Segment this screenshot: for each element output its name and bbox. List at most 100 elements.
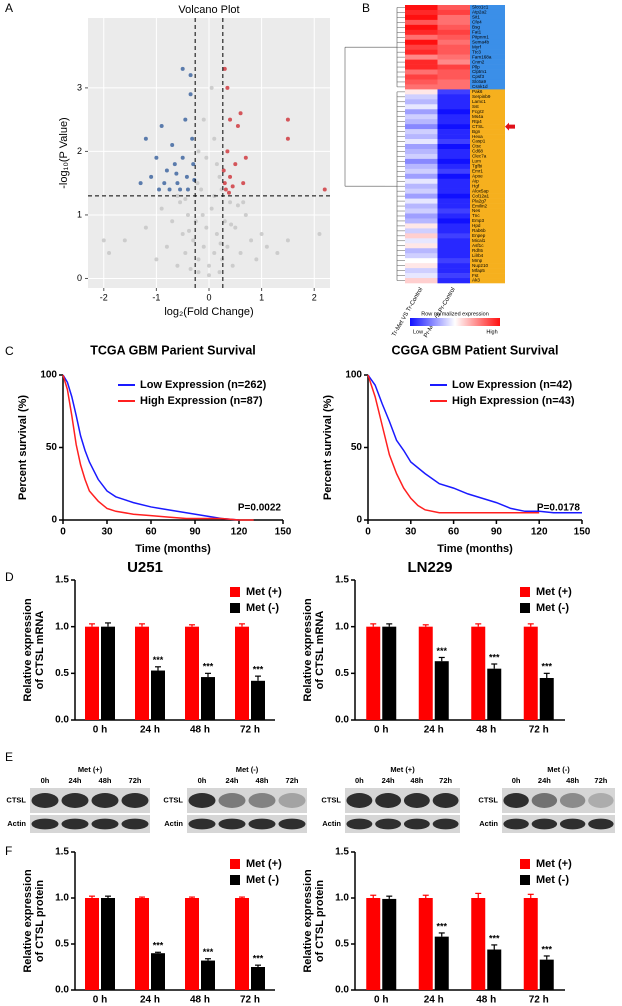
group-bar bbox=[470, 69, 505, 75]
gene-label: Mical1 bbox=[472, 238, 486, 243]
point bbox=[214, 162, 219, 167]
blot-lane-label: 72h bbox=[286, 776, 299, 785]
x-tick-label: 0 bbox=[365, 527, 371, 538]
blot-band bbox=[588, 793, 614, 808]
gene-label: Ak3 bbox=[472, 278, 480, 283]
gene-label: Slc6a9 bbox=[472, 79, 486, 84]
heatmap-cell bbox=[405, 253, 438, 259]
blot-band bbox=[375, 818, 402, 830]
group-bar bbox=[470, 29, 505, 36]
heatmap-cell bbox=[405, 198, 438, 204]
heatmap-cell bbox=[437, 104, 470, 110]
blot-lane-label: 24h bbox=[538, 776, 551, 785]
bar bbox=[235, 898, 249, 990]
heatmap-cell bbox=[437, 29, 470, 36]
bar bbox=[135, 898, 149, 990]
heatmap-cell bbox=[405, 19, 438, 26]
chart-title: Volcano Plot bbox=[178, 4, 239, 16]
heatmap-cell bbox=[437, 119, 470, 125]
legend-swatch bbox=[230, 859, 240, 869]
heatmap-cell bbox=[437, 94, 470, 100]
bar bbox=[101, 898, 115, 990]
x-tick-label: 60 bbox=[448, 527, 460, 538]
x-axis-label: Time (months) bbox=[437, 543, 513, 555]
y-tick-label: 1.5 bbox=[55, 847, 69, 858]
heatmap-cell bbox=[405, 134, 438, 140]
x-tick-label: 48 h bbox=[476, 725, 496, 736]
gene-label: Mfap5 bbox=[472, 268, 485, 273]
point bbox=[220, 257, 225, 262]
blot-lane-label: 48h bbox=[566, 776, 579, 785]
legend-label: Met (-) bbox=[246, 602, 279, 614]
point bbox=[230, 184, 235, 189]
blot-lane-label: 72h bbox=[129, 776, 142, 785]
panel-label: A bbox=[5, 1, 13, 15]
point bbox=[183, 197, 188, 202]
gene-label: Lamc1 bbox=[472, 99, 486, 104]
group-bar bbox=[470, 208, 505, 214]
point bbox=[187, 228, 192, 233]
heatmap-cell bbox=[405, 258, 438, 264]
point bbox=[207, 273, 211, 278]
group-bar bbox=[470, 89, 505, 95]
x-axis-label: Time (months) bbox=[135, 543, 211, 555]
heatmap-cell bbox=[437, 99, 470, 105]
x-tick-label: 150 bbox=[574, 527, 591, 538]
y-axis-label: -log₁₀(P Value) bbox=[58, 117, 70, 188]
bar bbox=[151, 953, 165, 990]
gene-label: Bgn bbox=[472, 129, 481, 134]
heatmap-cell bbox=[437, 148, 470, 155]
group-bar bbox=[470, 158, 505, 165]
heatmap-cell bbox=[437, 173, 470, 180]
point bbox=[275, 251, 280, 256]
blot-band bbox=[278, 818, 306, 830]
bar bbox=[382, 898, 397, 990]
blot-group-label: Met (+) bbox=[390, 765, 415, 774]
point bbox=[209, 85, 214, 90]
point bbox=[201, 244, 206, 249]
heatmap-cell bbox=[405, 153, 438, 160]
gene-label: Hpd bbox=[472, 223, 481, 228]
p-value: P=0.0178 bbox=[537, 503, 581, 514]
y-axis-label: Percent survival (%) bbox=[17, 395, 29, 500]
significance-label: *** bbox=[541, 944, 552, 954]
group-bar bbox=[470, 109, 505, 115]
group-bar bbox=[470, 193, 505, 199]
heatmap-cell bbox=[405, 49, 438, 55]
point bbox=[180, 155, 185, 160]
point bbox=[101, 238, 106, 243]
heatmap-cell bbox=[405, 273, 438, 279]
heatmap-cell bbox=[405, 158, 438, 165]
heatmap-cell bbox=[437, 183, 470, 189]
gene-label: Sit1 bbox=[472, 15, 480, 20]
x-tick-label: -1 bbox=[152, 292, 160, 302]
significance-label: *** bbox=[203, 947, 214, 957]
y-tick-label: 0.5 bbox=[55, 668, 69, 679]
survival-curve bbox=[367, 374, 540, 514]
heatmap-cell bbox=[405, 144, 438, 150]
x-tick-label: 150 bbox=[275, 527, 292, 538]
blot-band bbox=[559, 793, 586, 808]
heatmap-cell bbox=[405, 9, 438, 16]
significance-label: *** bbox=[253, 954, 264, 964]
legend-label: Low Expression (n=262) bbox=[140, 379, 267, 391]
group-bar bbox=[470, 278, 505, 284]
group-bar bbox=[470, 54, 505, 60]
heatmap-cell bbox=[405, 139, 438, 145]
heatmap-cell bbox=[437, 9, 470, 16]
blot-band bbox=[91, 818, 119, 830]
point bbox=[191, 162, 196, 167]
x-tick-label: 0 bbox=[206, 292, 211, 302]
legend-label: Met (-) bbox=[246, 874, 279, 886]
bar bbox=[185, 626, 199, 720]
blot-band bbox=[503, 793, 529, 808]
highlight-arrow bbox=[505, 122, 515, 131]
blot-row-label: Actin bbox=[479, 819, 498, 828]
heatmap-cell bbox=[437, 238, 470, 244]
x-tick-label: 0 bbox=[60, 527, 66, 538]
heatmap-cell bbox=[405, 218, 438, 224]
heatmap-cell bbox=[405, 79, 438, 85]
y-axis-label: Relative expression bbox=[302, 598, 314, 702]
blot-lane-label: 24h bbox=[69, 776, 82, 785]
point bbox=[183, 251, 188, 256]
